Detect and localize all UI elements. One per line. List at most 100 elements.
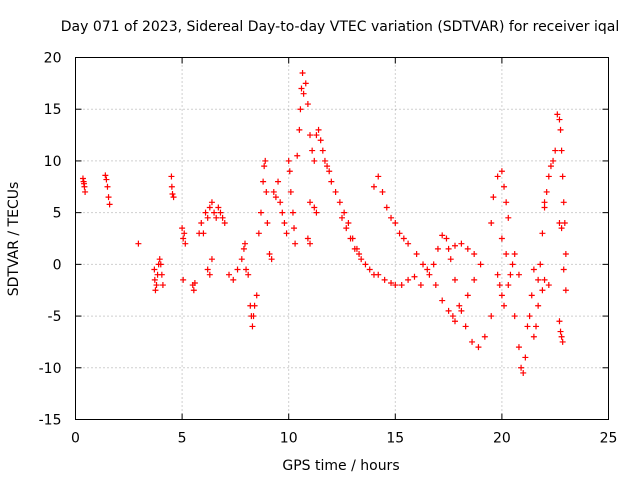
data-point — [347, 235, 354, 242]
x-tick-labels: 0 5 10 15 20 25 — [71, 431, 617, 447]
data-point — [257, 209, 264, 216]
data-point — [498, 168, 505, 175]
data-point — [243, 266, 250, 273]
data-point — [560, 266, 567, 273]
data-point — [559, 173, 566, 180]
data-point — [515, 271, 522, 278]
data-point — [281, 219, 288, 226]
data-point — [526, 313, 533, 320]
data-point — [304, 101, 311, 108]
data-point — [449, 313, 456, 320]
data-point — [503, 251, 510, 258]
data-point — [275, 178, 282, 185]
data-point — [535, 302, 542, 309]
y-tick-label: -5 — [48, 309, 62, 325]
data-point — [530, 333, 537, 340]
data-point — [263, 188, 270, 195]
data-point — [541, 199, 548, 206]
data-point — [432, 282, 439, 289]
data-point — [356, 251, 363, 258]
data-point — [522, 354, 529, 361]
data-point — [191, 279, 198, 286]
data-point — [245, 271, 252, 278]
x-tick-label: 15 — [386, 431, 404, 447]
data-point — [261, 163, 268, 170]
data-point — [392, 282, 399, 289]
data-point — [477, 261, 484, 268]
data-point — [562, 287, 569, 294]
x-tick-label: 20 — [493, 431, 511, 447]
plot-frame — [75, 57, 609, 420]
data-point — [557, 126, 564, 133]
data-point — [304, 235, 311, 242]
data-point — [556, 116, 563, 123]
y-axis-label: SDTVAR / TECUs — [6, 182, 22, 297]
data-point — [498, 292, 505, 299]
data-point — [204, 214, 211, 221]
data-point — [156, 256, 163, 263]
data-point — [379, 188, 386, 195]
data-point — [545, 282, 552, 289]
data-point — [217, 209, 224, 216]
y-tick-label: 0 — [53, 257, 62, 273]
data-point — [498, 235, 505, 242]
data-point — [501, 183, 508, 190]
data-point — [190, 287, 197, 294]
data-point — [345, 219, 352, 226]
data-point — [313, 132, 320, 139]
data-point — [315, 126, 322, 133]
data-point — [253, 292, 260, 299]
data-point — [562, 251, 569, 258]
data-point — [524, 323, 531, 330]
data-point — [541, 204, 548, 211]
data-point — [530, 266, 537, 273]
data-point — [272, 194, 279, 201]
data-point — [153, 282, 160, 289]
x-tick-label: 10 — [280, 431, 298, 447]
data-point — [496, 282, 503, 289]
data-point — [545, 173, 552, 180]
data-point — [417, 282, 424, 289]
data-point — [458, 240, 465, 247]
data-point — [182, 240, 189, 247]
data-point — [541, 276, 548, 283]
data-point — [494, 271, 501, 278]
data-point — [400, 235, 407, 242]
data-point — [292, 240, 299, 247]
data-point — [180, 235, 187, 242]
data-point — [471, 251, 478, 258]
data-point — [307, 132, 314, 139]
data-point — [339, 214, 345, 221]
data-point — [202, 209, 209, 216]
data-point — [307, 240, 314, 247]
data-point — [332, 188, 339, 195]
data-point — [230, 276, 237, 283]
data-point — [208, 256, 215, 263]
data-point — [488, 313, 495, 320]
data-point — [266, 251, 273, 258]
data-point — [106, 201, 113, 208]
data-point — [180, 276, 187, 283]
data-point — [250, 313, 257, 320]
data-point — [439, 297, 446, 304]
data-point — [445, 307, 452, 314]
y-tick-label: -15 — [39, 413, 62, 429]
data-point — [537, 261, 544, 268]
x-tick-label: 25 — [600, 431, 618, 447]
data-point — [558, 147, 565, 154]
data-point — [297, 106, 304, 113]
data-point — [505, 282, 512, 289]
data-point — [556, 219, 563, 226]
data-point — [283, 230, 290, 237]
data-point — [557, 328, 564, 335]
data-point — [328, 178, 335, 185]
data-point — [456, 302, 463, 309]
data-point — [511, 251, 518, 258]
data-point — [104, 183, 111, 190]
data-point — [181, 230, 188, 237]
data-point — [279, 209, 286, 216]
data-point — [168, 173, 175, 180]
x-tick-label: 5 — [178, 431, 187, 447]
data-point — [370, 183, 377, 190]
